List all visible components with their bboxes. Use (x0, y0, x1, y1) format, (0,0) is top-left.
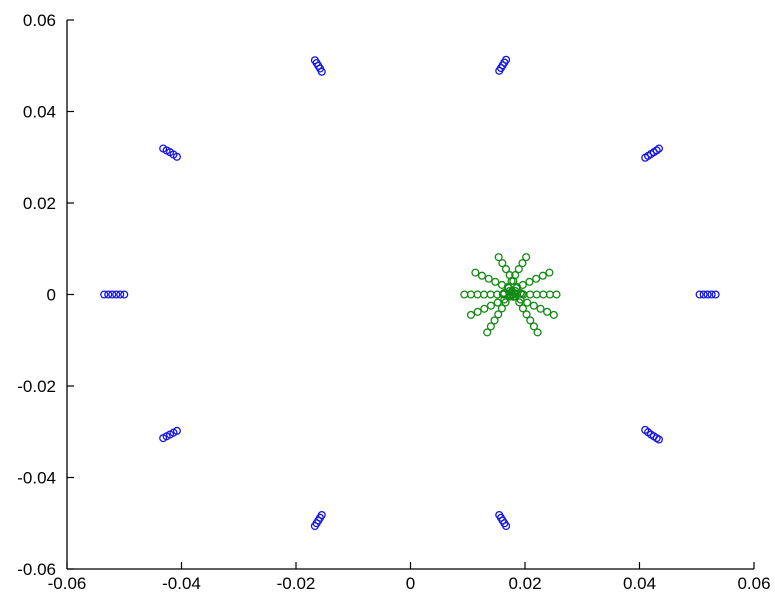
data-point (525, 277, 534, 286)
data-point (518, 259, 527, 268)
data-point (532, 274, 541, 283)
data-point (518, 304, 527, 313)
data-point (172, 426, 181, 435)
y-tick-label: -0.02 (17, 377, 56, 396)
data-point (498, 290, 507, 299)
data-point (549, 310, 558, 319)
data-point (100, 290, 109, 299)
data-point (507, 288, 516, 297)
data-point (699, 290, 708, 299)
x-tick-label: 0.04 (623, 574, 656, 593)
data-point (510, 289, 519, 298)
data-point (497, 304, 506, 313)
axes-layer: -0.06 -0.04 -0.02 0 0.02 0.04 0.06 -0.06 -0.04 -0… (17, 11, 770, 593)
x-tick-label: 0 (406, 574, 415, 593)
data-point (711, 290, 720, 299)
y-tick-label: -0.04 (17, 469, 56, 488)
data-point (523, 298, 532, 307)
data-point (529, 322, 538, 331)
series-1 (460, 253, 561, 337)
data-point (522, 253, 531, 262)
data-point (494, 253, 503, 262)
x-tick-label: -0.04 (162, 574, 201, 593)
data-point (498, 259, 507, 268)
x-tick-label: 0.02 (508, 574, 541, 593)
data-point (552, 290, 561, 299)
data-point (512, 283, 521, 293)
data-point (501, 265, 511, 274)
data-point (514, 265, 523, 274)
data-point (112, 290, 121, 299)
data-point (172, 152, 181, 161)
data-point (493, 298, 502, 307)
data-point (494, 310, 503, 319)
y-tick-label: -0.06 (17, 560, 56, 579)
data-point (652, 146, 661, 155)
data-point (518, 280, 527, 289)
data-point (654, 144, 664, 153)
data-point (104, 290, 113, 299)
data-point (317, 67, 326, 76)
data-point (483, 328, 492, 337)
x-tick-label: -0.06 (48, 574, 87, 593)
data-point (533, 328, 542, 337)
data-point (526, 316, 535, 325)
data-point (515, 298, 524, 307)
y-tick-label: 0.06 (23, 11, 56, 30)
data-point (538, 271, 547, 280)
data-point (120, 290, 129, 299)
data-point (473, 307, 482, 316)
data-point (707, 290, 716, 299)
data-point (480, 304, 489, 313)
data-point (507, 277, 516, 286)
data-point (536, 304, 545, 313)
data-point (545, 268, 554, 277)
data-point (486, 322, 495, 331)
data-point (491, 277, 500, 286)
data-point (511, 271, 520, 280)
data-point (486, 301, 495, 310)
y-tick-label: 0 (47, 286, 56, 305)
x-tick-label: -0.02 (277, 574, 316, 593)
data-point (509, 292, 518, 301)
data-point (317, 510, 326, 520)
data-point (502, 55, 511, 64)
data-point (543, 307, 552, 316)
data-point (522, 310, 531, 319)
y-tick-label: 0.02 (23, 194, 56, 213)
data-point (500, 295, 509, 304)
data-point (654, 435, 664, 444)
data-point (529, 301, 538, 310)
x-tick-label: 0.06 (737, 574, 770, 593)
y-tick-label: 0.04 (23, 103, 56, 122)
data-point (466, 310, 476, 319)
data-point (490, 316, 499, 325)
data-point (477, 271, 487, 280)
data-point (108, 290, 117, 299)
data-point (502, 521, 511, 531)
data-point (703, 290, 712, 299)
data-point (471, 268, 480, 277)
data-point (484, 274, 493, 283)
data-point (116, 290, 125, 299)
series-0 (100, 55, 720, 531)
series-layer (100, 55, 720, 531)
data-point (695, 290, 704, 299)
